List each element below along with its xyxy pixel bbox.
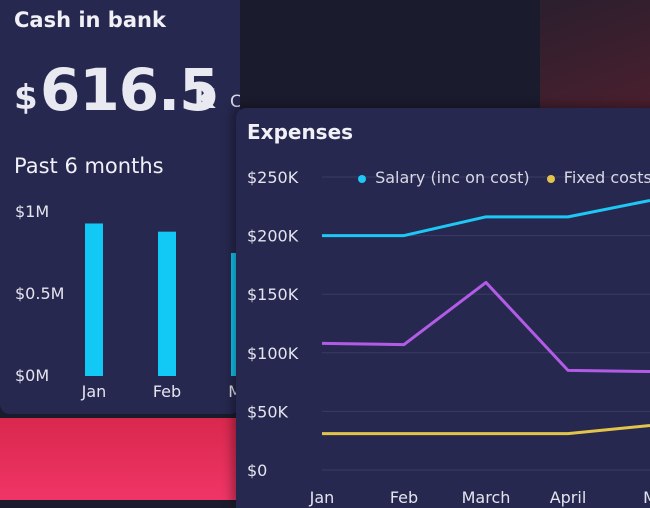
x-tick-label: March <box>462 488 511 507</box>
y-tick-label: $0.5M <box>15 284 64 303</box>
expenses-card-title: Expenses <box>247 120 354 144</box>
y-tick-label: $50K <box>247 402 289 421</box>
series-line <box>321 280 650 374</box>
legend-dot-salary <box>358 174 366 183</box>
cash-amount: 616.5 <box>40 56 219 124</box>
background-decoration <box>540 0 650 108</box>
y-tick-label: $0M <box>15 366 49 385</box>
bar <box>85 223 103 376</box>
y-tick-label: $1M <box>15 202 49 221</box>
expenses-line-chart: $250K $200K $150K $100K $50K $0 Jan Feb March Apr… <box>247 168 650 507</box>
bar <box>231 253 240 376</box>
currency-symbol: $ <box>14 78 38 118</box>
x-tick-label: Feb <box>153 382 181 401</box>
chart-legend: Salary (inc on cost) Fixed costs <box>358 168 650 187</box>
x-tick-label: Jan <box>81 382 107 401</box>
y-tick-label: $200K <box>247 227 299 246</box>
background-accent-block <box>0 418 250 500</box>
x-tick-label: Jan <box>309 488 335 507</box>
legend-label-salary: Salary (inc on cost) <box>375 168 530 187</box>
y-tick-label: $150K <box>247 285 299 304</box>
y-tick-label: $100K <box>247 344 299 363</box>
cash-bar-chart: $1M $0.5M $0M Jan Feb Ma <box>15 202 240 401</box>
series-line <box>322 423 650 436</box>
bar <box>158 231 176 376</box>
period-label: Past 6 months <box>14 154 164 178</box>
y-tick-label: $0 <box>247 461 267 480</box>
current-label: Current <box>230 92 240 112</box>
cash-unit: K <box>194 84 215 115</box>
expenses-card[interactable]: Expenses $250K $200K $150K $100K $50K $0 Jan Fe… <box>236 108 650 508</box>
cash-card-title: Cash in bank <box>14 8 166 32</box>
legend-item-salary[interactable]: Salary (inc on cost) <box>358 168 530 187</box>
legend-dot-fixed-costs <box>546 174 555 183</box>
x-tick-label: Feb <box>390 488 418 507</box>
x-tick-label: M <box>643 488 650 507</box>
cash-in-bank-card[interactable]: Cash in bank $ 616.5 K Current Past 6 mo… <box>0 0 240 414</box>
x-tick-label: Ma <box>228 382 240 401</box>
legend-item-fixed-costs[interactable]: Fixed costs <box>546 168 650 187</box>
x-tick-label: April <box>550 488 587 507</box>
y-tick-label: $250K <box>247 168 299 187</box>
series-line <box>322 198 650 238</box>
legend-label-fixed-costs: Fixed costs <box>563 168 650 187</box>
